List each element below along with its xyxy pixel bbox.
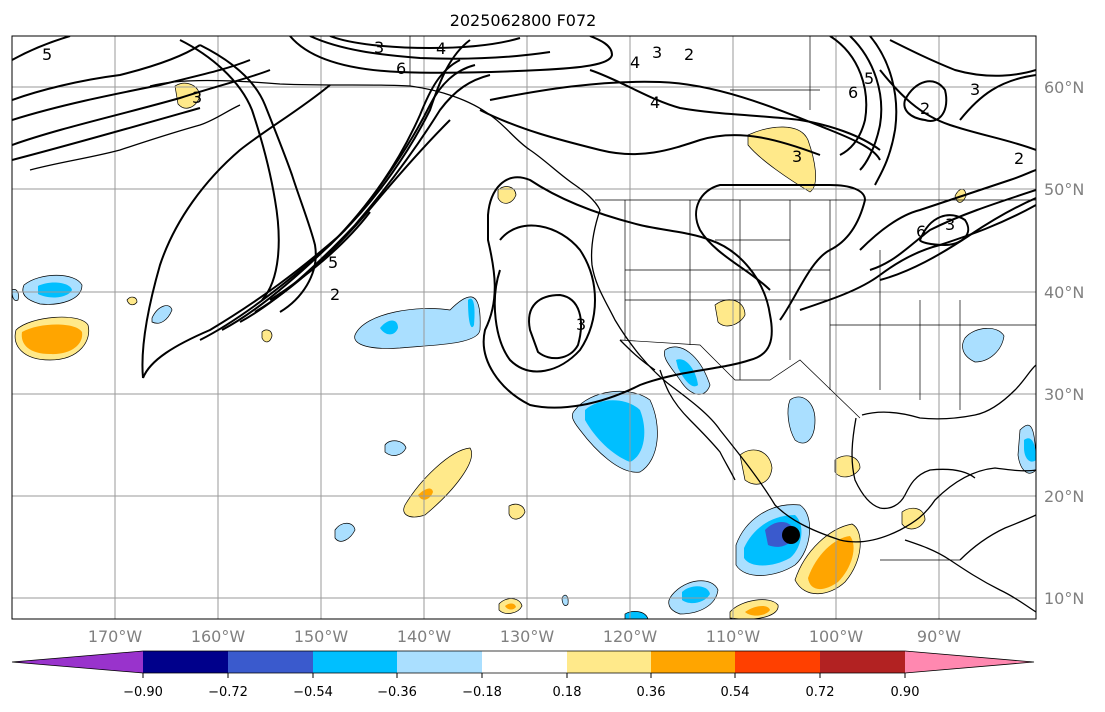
lon-label: 110°W [706, 627, 761, 646]
lat-label: 50°N [1044, 180, 1084, 199]
colorbar-swatch [313, 651, 397, 673]
shaded-anomalies [12, 82, 1036, 619]
colorbar-swatch [651, 651, 735, 673]
colorbar-swatch [143, 651, 228, 673]
contour-label: 6 [396, 59, 406, 78]
contour-label: 3 [945, 215, 955, 234]
lon-label: 150°W [294, 627, 349, 646]
contour-label: 4 [650, 93, 660, 112]
lon-label: 130°W [500, 627, 555, 646]
lat-label: 40°N [1044, 283, 1084, 302]
colorbar-extend-high [905, 651, 1034, 673]
colorbar-tick-label: 0.54 [721, 685, 750, 700]
colorbar-swatch [397, 651, 482, 673]
map-title: 2025062800 F072 [450, 11, 597, 30]
colorbar-swatch [567, 651, 651, 673]
colorbar-tick-label: −0.18 [462, 685, 502, 700]
map-frame [11, 35, 1037, 620]
lon-label: 170°W [88, 627, 143, 646]
contour-label: 6 [916, 222, 926, 241]
storm-center-marker [782, 526, 800, 544]
lat-label: 20°N [1044, 487, 1084, 506]
colorbar-tick-label: 0.90 [891, 685, 920, 700]
lon-label: 120°W [603, 627, 658, 646]
colorbar-extend-low [12, 651, 143, 673]
colorbar-swatch [482, 651, 567, 673]
contour-label: 6 [848, 83, 858, 102]
contour-labels: 5 3 4 6 3 2 4 3 6 5 2 3 3 6 5 2 3 2 3 4 [42, 38, 1024, 334]
contour-label: 4 [436, 39, 446, 58]
contour-label: 2 [684, 45, 694, 64]
contour-lines [12, 36, 1036, 409]
borders [409, 36, 1036, 561]
colorbar-swatch [820, 651, 905, 673]
contour-label: 2 [330, 285, 340, 304]
contour-label: 2 [1014, 149, 1024, 168]
contour-label: 5 [42, 45, 52, 64]
colorbar: −0.90 −0.72 −0.54 −0.36 −0.18 0.18 0.36 … [11, 650, 1035, 700]
colorbar-tick-label: −0.54 [293, 685, 333, 700]
lat-label: 10°N [1044, 589, 1084, 608]
contour-label: 3 [374, 38, 384, 57]
coastlines [29, 79, 1036, 613]
contour-label: 5 [328, 253, 338, 272]
lon-label: 90°W [917, 627, 961, 646]
colorbar-tick-label: −0.36 [377, 685, 417, 700]
colorbar-tick-label: 0.36 [637, 685, 666, 700]
lon-label: 140°W [397, 627, 452, 646]
contour-label: 2 [920, 99, 930, 118]
contour-label: 5 [864, 69, 874, 88]
contour-label: 4 [630, 53, 640, 72]
contour-label: 3 [792, 147, 802, 166]
colorbar-tick-label: 0.72 [806, 685, 835, 700]
map-panel: 5 3 4 6 3 2 4 3 6 5 2 3 3 6 5 2 3 2 3 4 [12, 36, 1036, 619]
contour-label: 3 [970, 80, 980, 99]
colorbar-tick-label: 0.18 [553, 685, 582, 700]
contour-label: 3 [576, 315, 586, 334]
lat-label: 30°N [1044, 385, 1084, 404]
colorbar-tick-label: −0.90 [123, 685, 163, 700]
lat-label: 60°N [1044, 78, 1084, 97]
colorbar-tick-label: −0.72 [208, 685, 248, 700]
latitude-labels: 60°N 50°N 40°N 30°N 20°N 10°N [1044, 78, 1084, 608]
colorbar-swatch [735, 651, 820, 673]
lon-label: 160°W [191, 627, 246, 646]
contour-label: 3 [192, 88, 202, 107]
contour-label: 3 [652, 43, 662, 62]
lon-label: 100°W [809, 627, 864, 646]
longitude-labels: 170°W 160°W 150°W 140°W 130°W 120°W 110°… [88, 627, 961, 646]
colorbar-swatch [228, 651, 313, 673]
